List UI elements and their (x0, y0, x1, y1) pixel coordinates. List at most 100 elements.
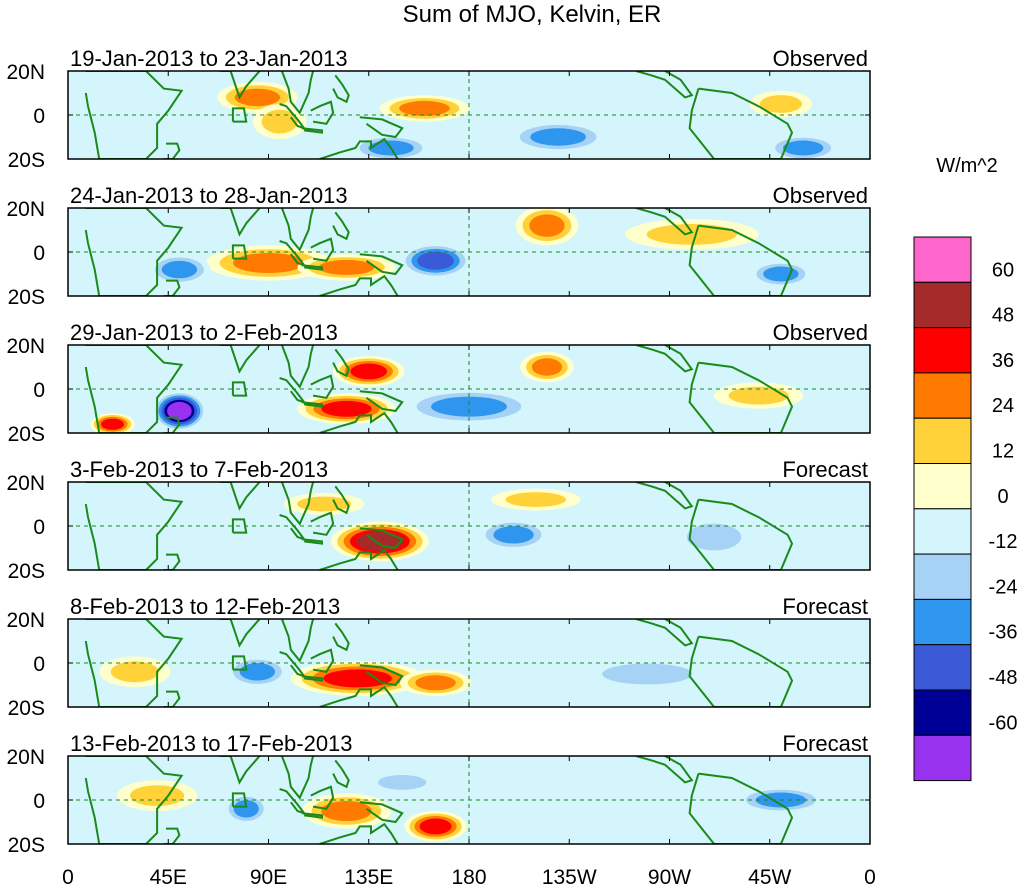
index-box (231, 518, 248, 534)
colorbar-tick-label: 24 (992, 395, 1014, 417)
coastline (359, 801, 404, 824)
coastline (332, 74, 350, 104)
coastline (84, 482, 184, 570)
y-tick-label: 20N (6, 609, 45, 632)
coastline (280, 208, 315, 252)
y-tick-label: 0 (33, 242, 45, 265)
coastline (84, 71, 184, 159)
colorbar-tick-label: -60 (989, 712, 1018, 734)
y-tick-label: 20N (6, 61, 45, 84)
coastline (279, 103, 307, 131)
colorbar-tick-label: -36 (989, 622, 1018, 644)
anomaly-contour (493, 526, 534, 544)
anomaly-contour (101, 418, 124, 430)
coastline (319, 822, 399, 844)
map-panel: 20N 0 20S 8-Feb-2013 to 12-Feb-2013 Forecast (6, 594, 871, 720)
coastline (84, 208, 184, 296)
anomaly-contour (110, 661, 159, 683)
x-tick-label: 45W (748, 866, 791, 889)
coastlines (84, 482, 794, 570)
x-tick-label: 45E (150, 866, 187, 889)
map-panel: 20N 0 20S 3-Feb-2013 to 7-Feb-2013 Forecast (6, 457, 871, 583)
coastline (301, 538, 323, 545)
anomaly-contour (417, 251, 454, 270)
anomaly-contour (529, 214, 565, 237)
panel-type-label: Forecast (782, 457, 868, 482)
coastline (280, 71, 315, 115)
coastline (163, 690, 181, 707)
colorbar-swatch (913, 689, 972, 736)
y-tick-label: 20S (8, 286, 45, 309)
anomaly-contour (321, 801, 372, 821)
anomaly-contour (399, 100, 450, 116)
index-box (231, 107, 248, 123)
anomaly-contour (161, 260, 198, 279)
x-axis: 0 45E 90E 135E 180 135W 90W 45W 0 (62, 866, 876, 889)
index-box (231, 792, 248, 808)
map-panel: 20N 0 20S 19-Jan-2013 to 23-Jan-2013 Observe… (6, 46, 871, 172)
anomaly-contour (167, 401, 192, 421)
y-tick-label: 20S (8, 697, 45, 720)
panel-period: 13-Feb-2013 to 17-Feb-2013 (70, 731, 353, 756)
colorbar-tick-label: 36 (992, 350, 1014, 372)
coastline (163, 416, 181, 433)
x-tick-label: 135E (344, 866, 393, 889)
coastline (310, 100, 335, 125)
coastline (332, 348, 350, 378)
coastline (279, 651, 307, 679)
coastline (301, 127, 323, 134)
coastline (310, 237, 335, 262)
coastlines (84, 71, 794, 159)
shaded-field (284, 488, 755, 562)
panel-period: 3-Feb-2013 to 7-Feb-2013 (70, 457, 328, 482)
coastline (635, 71, 694, 99)
coastline (219, 208, 261, 237)
map-panel: 20N 0 20S 24-Jan-2013 to 28-Jan-2013 Observe… (6, 183, 871, 309)
map-panels: 20N 0 20S 19-Jan-2013 to 23-Jan-2013 Observe… (6, 46, 871, 857)
coastline (319, 685, 399, 707)
colorbar-swatch (913, 281, 972, 329)
coastline (280, 345, 315, 389)
anomaly-contour (350, 363, 388, 380)
y-tick-label: 0 (33, 516, 45, 539)
anomaly-contour (378, 775, 427, 790)
anomaly-contour (728, 386, 789, 405)
panel-period: 29-Jan-2013 to 2-Feb-2013 (70, 320, 338, 345)
coastline (635, 208, 694, 236)
colorbar-swatch (913, 734, 972, 782)
coastline (310, 374, 335, 399)
x-tick-label: 180 (451, 866, 486, 889)
coastline (635, 482, 694, 510)
colorbar: 60 48 36 24 12 0 -12 -24 -36 -48 -60 (913, 236, 1018, 782)
colorbar-swatch (913, 327, 972, 374)
anomaly-contour (782, 140, 824, 156)
y-tick-label: 0 (33, 379, 45, 402)
colorbar-swatch (913, 463, 972, 510)
coastline (319, 137, 399, 159)
anomaly-contour (233, 253, 304, 273)
coastline (163, 142, 181, 159)
coastline (359, 253, 404, 276)
colorbar-swatch (913, 508, 972, 555)
x-tick-label: 0 (62, 866, 74, 889)
coastline (279, 240, 307, 268)
anomaly-contour (505, 492, 566, 507)
coastline (310, 785, 335, 810)
coastlines (84, 345, 794, 433)
colorbar-swatch (913, 644, 972, 691)
colorbar-tick-label: 0 (997, 486, 1008, 508)
coastline (84, 756, 184, 844)
anomaly-contour (234, 88, 281, 107)
coastline (279, 788, 307, 816)
coastline (359, 116, 404, 139)
coastline (219, 619, 261, 648)
y-tick-label: 20S (8, 834, 45, 857)
coastline (359, 390, 404, 413)
colorbar-tick-label: -12 (989, 531, 1018, 553)
coastline (359, 664, 404, 687)
x-tick-label: 0 (864, 866, 876, 889)
panel-type-label: Forecast (782, 594, 868, 619)
anomaly-contour (759, 95, 802, 113)
coastline (279, 377, 307, 405)
